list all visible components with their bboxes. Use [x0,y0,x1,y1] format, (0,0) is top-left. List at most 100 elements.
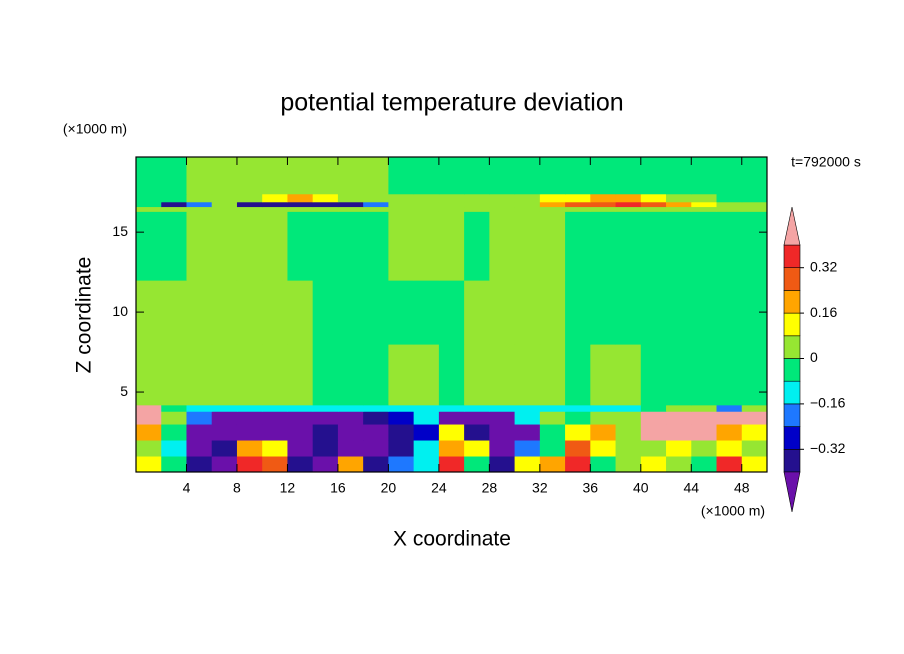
contour-cell [236,404,263,412]
contour-cell [186,344,213,406]
contour-cell [337,424,364,441]
contour-cell [262,424,288,441]
contour-cell [211,344,238,406]
colorbar-extend-low [783,471,801,513]
contour-cell [136,404,162,412]
contour-cell [413,193,440,203]
x-tick-label: 28 [482,480,498,496]
contour-cell [161,193,187,203]
contour-cell [464,201,490,208]
colorbar-box [783,267,801,291]
contour-cell [565,440,591,457]
contour-cell [691,211,718,281]
contour-cell [262,201,288,208]
contour-cell [413,440,440,457]
contour-cell [161,157,187,195]
contour-cell [337,456,364,473]
contour-cell [640,440,667,457]
contour-cell [337,440,364,457]
time-annotation: t=792000 s [791,154,861,170]
contour-cell [211,280,238,345]
x-tick-label: 48 [734,480,750,496]
contour-cell [236,211,263,281]
contour-cell [287,201,314,208]
contour-cell [640,404,667,412]
contour-cell [363,456,389,473]
contour-cell [161,206,187,212]
contour-cell [262,280,288,345]
contour-cell [186,206,213,212]
contour-cell [716,424,743,441]
contour-cell [716,211,743,281]
x-tick-label: 8 [233,480,241,496]
contour-cell [716,411,743,425]
contour-cell [615,411,642,425]
contour-cell [539,206,566,212]
contour-cell [565,404,591,412]
contour-cell [489,193,516,203]
contour-cell [691,206,718,212]
contour-cell [640,456,667,473]
contour-cell [186,201,213,208]
contour-cell [464,456,490,473]
contour-cell [161,201,187,208]
colorbar-box [783,335,801,359]
contour-cell [489,440,516,457]
contour-cell [489,157,516,195]
contour-cell [741,440,768,457]
contour-cell [565,206,591,212]
contour-cell [363,440,389,457]
contour-cell [691,411,718,425]
contour-cell [489,404,516,412]
contour-cell [413,411,440,425]
contour-cell [514,201,541,208]
contour-cell [716,206,743,212]
contour-cell [539,411,566,425]
contour-cell [186,404,213,412]
contour-cell [312,344,339,406]
contour-cell [489,411,516,425]
contour-cell [262,193,288,203]
contour-cell [590,211,617,281]
contour-cell [438,440,465,457]
contour-cell [337,157,364,195]
contour-cell [514,280,541,345]
contour-cell [438,344,465,406]
x-tick-label: 40 [633,480,649,496]
contour-cell [363,211,389,281]
colorbar-box [783,290,801,314]
colorbar-tick-label: −0.32 [810,440,846,456]
contour-cell [236,456,263,473]
contour-cell [312,211,339,281]
contour-cell [741,424,768,441]
contour-cell [363,424,389,441]
contour-cell [236,411,263,425]
x-tick-label: 16 [330,480,346,496]
contour-cell [615,440,642,457]
contour-cell [363,206,389,212]
contour-cell [287,424,314,441]
contour-cell [489,201,516,208]
contour-cell [287,344,314,406]
contour-cell [514,193,541,203]
x-tick-label: 32 [532,480,548,496]
contour-cell [287,404,314,412]
contour-cell [539,440,566,457]
contour-cell [615,206,642,212]
contour-cell [287,280,314,345]
contour-cell [186,424,213,441]
contour-cell [337,344,364,406]
contour-cell [691,424,718,441]
contour-cell [716,344,743,406]
contour-cell [136,456,162,473]
contour-cell [514,424,541,441]
x-tick-label: 36 [583,480,599,496]
contour-cell [136,206,162,212]
contour-cell [615,211,642,281]
y-tick-label: 5 [120,383,128,399]
contour-cell [287,456,314,473]
contour-cell [590,404,617,412]
contour-cell [211,157,238,195]
plot-frame [135,156,768,473]
contour-cell [640,411,667,425]
